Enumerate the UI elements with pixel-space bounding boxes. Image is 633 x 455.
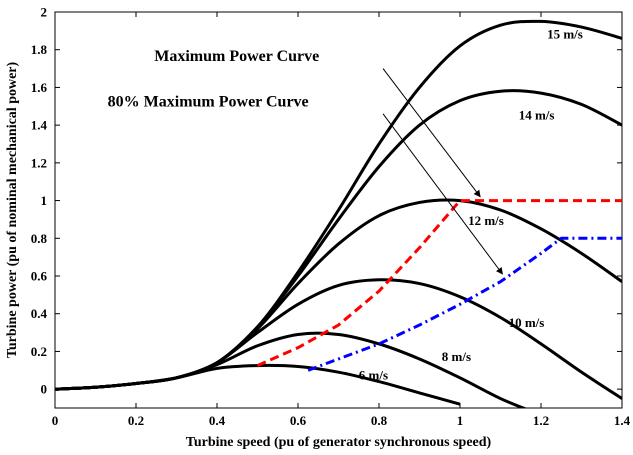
y-tick-label: 0.2: [31, 344, 47, 359]
y-tick-label: 2: [41, 5, 48, 20]
plot-frame: [54, 11, 623, 409]
curve-label: 14 m/s: [519, 107, 555, 122]
x-axis-label: Turbine speed (pu of generator synchrono…: [186, 435, 492, 450]
x-tick-label: 1.4: [614, 413, 631, 428]
curve-label: 10 m/s: [509, 315, 545, 330]
x-tick-label: 0.6: [290, 413, 307, 428]
series-line-14-m-s: [55, 89, 622, 391]
series-line-10-m-s: [55, 278, 622, 400]
y-tick-label: 1.8: [31, 42, 48, 57]
x-tick-label: 0.8: [371, 413, 388, 428]
y-tick-label: 1.4: [31, 118, 48, 133]
curve-label: 15 m/s: [547, 26, 583, 41]
series-line-6-m-s: [55, 363, 461, 406]
annotation-label: 80% Maximum Power Curve: [108, 93, 309, 110]
series-group: [55, 19, 622, 408]
curve-label: 8 m/s: [442, 349, 471, 364]
annotation-arrow: [382, 113, 503, 275]
x-tick-label: 0.2: [128, 413, 144, 428]
x-tick-label: 0.4: [209, 413, 226, 428]
axes: 0 0.2 0.4 0.6 0.8 1 1.2 1.4 0 0.2 0.4 0.6 0.8 1 1.2 1.4…: [31, 5, 631, 429]
y-tick-label: 0.4: [31, 306, 48, 321]
y-tick-label: 1: [41, 193, 48, 208]
y-axis-label: Turbine power (pu of nominal mechanical …: [5, 61, 20, 358]
x-tick-label: 1: [457, 413, 464, 428]
x-tick-label: 0: [52, 413, 59, 428]
series-line-maximum-power-curve: [256, 199, 622, 367]
series-line-8-m-s: [55, 331, 528, 408]
series-line-12-m-s: [55, 198, 622, 391]
y-tick-label: 1.2: [31, 155, 47, 170]
curve-label: 6 m/s: [359, 368, 388, 383]
annotation-arrow: [382, 68, 481, 198]
y-tick-label: 0.8: [31, 231, 48, 246]
y-tick-label: 0: [41, 382, 48, 397]
curve-label: 12 m/s: [468, 213, 504, 228]
annotation-label: Maximum Power Curve: [154, 48, 319, 65]
curve-labels: 15 m/s 14 m/s 12 m/s 10 m/s 8 m/s 6 m/s: [359, 26, 583, 382]
x-tick-label: 1.2: [533, 413, 549, 428]
y-tick-label: 0.6: [31, 269, 48, 284]
y-tick-label: 1.6: [31, 80, 48, 95]
annotations: Maximum Power Curve 80% Maximum Power Cur…: [108, 48, 503, 275]
